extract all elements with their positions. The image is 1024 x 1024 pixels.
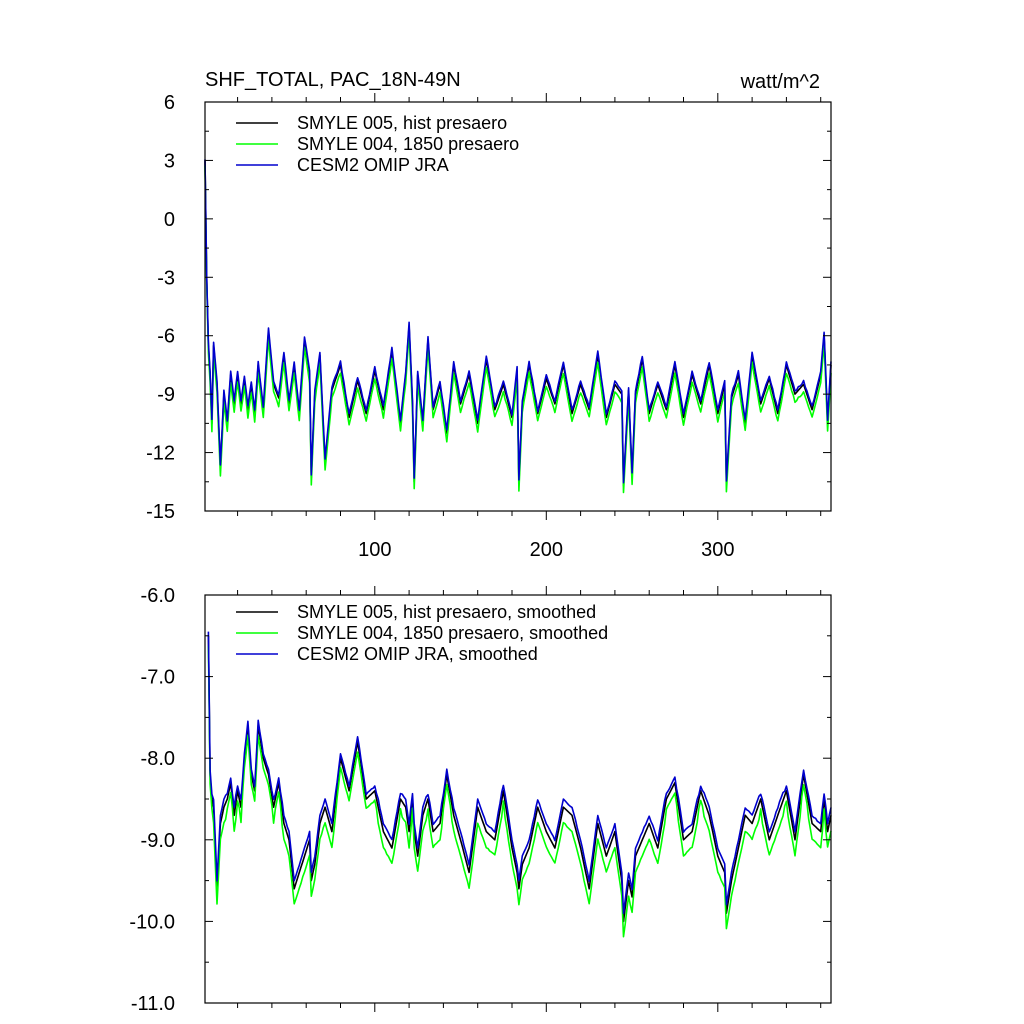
y-tick-label: -6.0 xyxy=(141,585,175,607)
y-tick-label: -12 xyxy=(146,443,175,465)
top-panel-legend: SMYLE 005, hist presaero SMYLE 004, 1850… xyxy=(236,113,519,175)
y-tick-label: 3 xyxy=(164,150,175,172)
bottom-series-line-smyle004 xyxy=(207,646,832,938)
x-tick-label: 300 xyxy=(701,539,734,561)
top-series-line-cesm2 xyxy=(204,159,832,484)
x-tick-label: 200 xyxy=(530,539,563,561)
x-tick-label: 100 xyxy=(358,539,391,561)
top-panel-ticks: 6 3 0 -3 -6 -9 -12 -15 100 200 300 xyxy=(146,92,831,561)
y-tick-label: -10.0 xyxy=(129,911,175,933)
y-tick-label: -3 xyxy=(157,267,175,289)
y-tick-label: -11.0 xyxy=(131,993,175,1015)
legend-label-smyle005-smoothed: SMYLE 005, hist presaero, smoothed xyxy=(297,602,596,622)
y-tick-label: -9 xyxy=(157,384,175,406)
bottom-series-line-cesm2 xyxy=(207,631,832,915)
legend-label-cesm2-smoothed: CESM2 OMIP JRA, smoothed xyxy=(297,644,538,664)
y-tick-label: -15 xyxy=(146,501,175,523)
legend-label-smyle005: SMYLE 005, hist presaero xyxy=(297,113,507,133)
top-panel-title: SHF_TOTAL, PAC_18N-49N xyxy=(205,69,461,91)
top-panel-units: watt/m^2 xyxy=(740,71,820,93)
legend-label-cesm2: CESM2 OMIP JRA xyxy=(297,155,449,175)
y-tick-label: -7.0 xyxy=(141,667,175,689)
bottom-panel-legend: SMYLE 005, hist presaero, smoothed SMYLE… xyxy=(236,602,608,664)
bottom-series-line-smyle005 xyxy=(207,635,832,923)
y-tick-label: 6 xyxy=(164,92,175,114)
legend-label-smyle004-smoothed: SMYLE 004, 1850 presaero, smoothed xyxy=(297,623,608,643)
legend-label-smyle004: SMYLE 004, 1850 presaero xyxy=(297,134,519,154)
y-tick-label: -8.0 xyxy=(141,748,175,770)
bottom-panel: -6.0 -7.0 -8.0 -9.0 -10.0 -11.0 SMYLE 005, hi… xyxy=(129,585,832,1015)
bottom-panel-lines xyxy=(207,631,832,938)
top-panel: SHF_TOTAL, PAC_18N-49N watt/m^2 6 3 0 -3 -6 -… xyxy=(146,69,832,561)
bottom-panel-ticks: -6.0 -7.0 -8.0 -9.0 -10.0 -11.0 xyxy=(129,585,831,1015)
y-tick-label: 0 xyxy=(164,209,175,231)
y-tick-label: -9.0 xyxy=(141,830,175,852)
top-panel-lines xyxy=(204,159,832,494)
y-tick-label: -6 xyxy=(157,326,175,348)
